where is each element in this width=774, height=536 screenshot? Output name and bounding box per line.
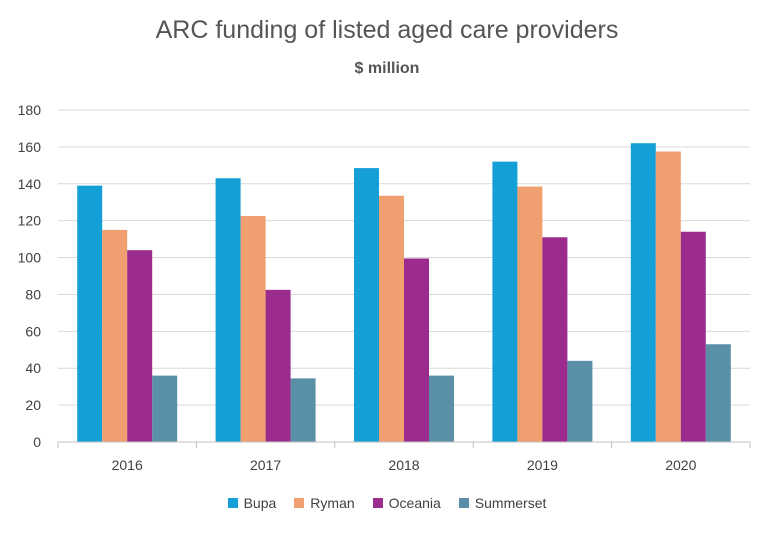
x-tick-label: 2017	[250, 457, 281, 473]
x-axis: 2016 2017 2018 2019 2020	[57, 441, 751, 473]
y-tick-label: 140	[18, 176, 42, 192]
bar-bupa-2017	[215, 178, 241, 442]
bar-bupa-2018	[354, 168, 379, 442]
bar-ryman-2018	[379, 195, 404, 442]
x-tick-label: 2020	[665, 457, 696, 473]
bar-oceania-2019	[542, 237, 568, 442]
bar-oceania-2017	[265, 289, 291, 442]
legend: Bupa Ryman Oceania Summerset	[0, 495, 774, 511]
x-tick-label: 2018	[388, 457, 419, 473]
legend-label: Summerset	[474, 495, 547, 511]
bar-bupa-2016	[77, 185, 103, 442]
legend-item-summerset: Summerset	[458, 495, 547, 511]
y-tick-label: 160	[18, 139, 42, 155]
chart-subtitle: $ million	[354, 60, 420, 77]
bar-oceania-2020	[680, 231, 706, 442]
bar-summerset-2019	[567, 360, 593, 442]
y-tick-label: 60	[25, 323, 41, 339]
bar-summerset-2018	[429, 375, 454, 442]
bar-ryman-2016	[102, 229, 128, 442]
x-tick-label: 2019	[527, 457, 558, 473]
bar-summerset-2017	[290, 378, 316, 442]
y-tick-label: 100	[18, 250, 42, 266]
bar-summerset-2020	[705, 344, 731, 442]
bar-bupa-2020	[630, 143, 656, 442]
legend-swatch	[372, 498, 383, 508]
x-tick-label: 2016	[112, 457, 143, 473]
bar-ryman-2017	[240, 216, 266, 442]
chart-title: ARC funding of listed aged care provider…	[155, 16, 619, 44]
y-tick-label: 120	[18, 213, 42, 229]
legend-label: Bupa	[243, 495, 277, 511]
legend-swatch	[458, 498, 469, 508]
y-tick-label: 0	[33, 434, 41, 450]
y-axis-ticks: 0 20 40 60 80 100 120 140 160 180	[18, 102, 42, 450]
bar-bupa-2019	[492, 161, 518, 442]
y-tick-label: 80	[25, 286, 41, 302]
y-tick-label: 20	[25, 397, 41, 413]
legend-swatch	[294, 498, 305, 508]
bar-oceania-2018	[404, 258, 429, 442]
y-tick-label: 40	[25, 360, 41, 376]
legend-item-oceania: Oceania	[372, 495, 441, 511]
legend-item-bupa: Bupa	[227, 495, 277, 511]
bar-summerset-2016	[152, 375, 178, 442]
legend-label: Ryman	[310, 495, 355, 511]
legend-label: Oceania	[388, 495, 441, 511]
y-tick-label: 180	[18, 102, 42, 118]
bar-ryman-2020	[655, 151, 681, 442]
bar-oceania-2016	[127, 250, 153, 442]
bars	[77, 143, 731, 442]
legend-swatch	[227, 498, 238, 508]
bar-ryman-2019	[517, 186, 543, 442]
legend-item-ryman: Ryman	[294, 495, 355, 511]
